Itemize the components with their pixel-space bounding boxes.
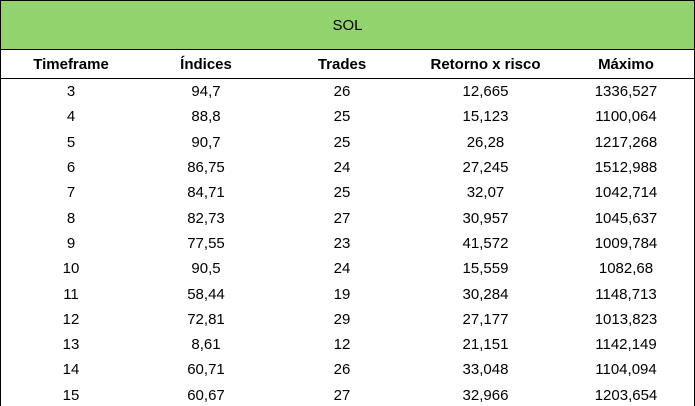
table-row: 15 60,67 27 32,966 1203,654 [1, 383, 694, 406]
cell-retorno[interactable]: 26,28 [466, 133, 505, 151]
table-row: 10 90,5 24 15,559 1082,68 [1, 256, 694, 281]
table-title: SOL [332, 16, 363, 34]
cell-retorno[interactable]: 21,151 [462, 336, 509, 354]
cell-retorno[interactable]: 15,559 [462, 260, 509, 278]
cell-maximo[interactable]: 1042,714 [594, 184, 658, 202]
cell-retorno[interactable]: 30,957 [462, 209, 509, 227]
cell-timeframe[interactable]: 5 [66, 133, 76, 151]
cell-indices[interactable]: 60,67 [187, 386, 225, 404]
cell-maximo[interactable]: 1217,268 [594, 133, 658, 151]
cell-retorno[interactable]: 41,572 [462, 234, 509, 252]
cell-retorno[interactable]: 32,07 [466, 184, 505, 202]
cell-maximo[interactable]: 1142,149 [595, 336, 657, 354]
header-row: Timeframe Índices Trades Retorno x risco… [1, 50, 694, 79]
cell-maximo[interactable]: 1203,654 [594, 386, 658, 404]
cell-trades[interactable]: 24 [333, 159, 351, 177]
cell-trades[interactable]: 25 [333, 133, 351, 151]
cell-trades[interactable]: 27 [333, 386, 351, 404]
cell-indices[interactable]: 84,71 [187, 184, 225, 202]
cell-maximo[interactable]: 1045,637 [594, 209, 658, 227]
cell-timeframe[interactable]: 11 [63, 285, 79, 303]
cell-trades[interactable]: 23 [333, 234, 351, 252]
cell-maximo[interactable]: 1512,988 [594, 159, 658, 177]
cell-trades[interactable]: 25 [333, 184, 351, 202]
cell-trades[interactable]: 12 [333, 336, 351, 354]
cell-trades[interactable]: 24 [333, 260, 351, 278]
header-timeframe[interactable]: Timeframe [1, 50, 141, 79]
table-row: 6 86,75 24 27,245 1512,988 [1, 155, 694, 180]
data-table: Timeframe Índices Trades Retorno x risco… [1, 50, 694, 406]
table-row: 5 90,7 25 26,28 1217,268 [1, 130, 694, 155]
cell-maximo[interactable]: 1082,68 [598, 260, 654, 278]
cell-indices[interactable]: 88,8 [191, 108, 221, 126]
cell-timeframe[interactable]: 14 [62, 361, 80, 379]
cell-indices[interactable]: 8,61 [191, 336, 221, 354]
cell-maximo[interactable]: 1148,713 [595, 285, 657, 303]
cell-retorno[interactable]: 27,245 [462, 159, 509, 177]
cell-indices[interactable]: 72,81 [187, 310, 225, 328]
cell-retorno[interactable]: 12,665 [462, 83, 509, 101]
table-row: 14 60,71 26 33,048 1104,094 [1, 357, 694, 382]
cell-timeframe[interactable]: 15 [62, 386, 80, 404]
table-row: 9 77,55 23 41,572 1009,784 [1, 231, 694, 256]
cell-trades[interactable]: 26 [333, 361, 351, 379]
cell-maximo[interactable]: 1336,527 [594, 83, 658, 101]
cell-maximo[interactable]: 1100,064 [595, 108, 657, 126]
cell-indices[interactable]: 77,55 [187, 234, 225, 252]
table-row: 11 58,44 19 30,284 1148,713 [1, 281, 694, 306]
cell-maximo[interactable]: 1009,784 [594, 234, 658, 252]
cell-indices[interactable]: 58,44 [187, 285, 225, 303]
header-trades[interactable]: Trades [271, 50, 413, 79]
table-row: 4 88,8 25 15,123 1100,064 [1, 104, 694, 129]
header-indices[interactable]: Índices [141, 50, 271, 79]
cell-timeframe[interactable]: 3 [66, 83, 76, 101]
cell-trades[interactable]: 26 [333, 83, 351, 101]
cell-timeframe[interactable]: 12 [62, 310, 80, 328]
cell-indices[interactable]: 86,75 [187, 159, 225, 177]
table-row: 12 72,81 29 27,177 1013,823 [1, 307, 694, 332]
cell-timeframe[interactable]: 4 [66, 108, 76, 126]
cell-timeframe[interactable]: 6 [66, 159, 76, 177]
cell-maximo[interactable]: 1104,094 [595, 361, 657, 379]
cell-retorno[interactable]: 33,048 [462, 361, 509, 379]
cell-indices[interactable]: 82,73 [187, 209, 225, 227]
cell-maximo[interactable]: 1013,823 [594, 310, 658, 328]
table-row: 8 82,73 27 30,957 1045,637 [1, 205, 694, 230]
table-row: 3 94,7 26 12,665 1336,527 [1, 79, 694, 105]
merged-title-cell[interactable]: SOL [1, 0, 694, 50]
cell-retorno[interactable]: 30,284 [462, 285, 509, 303]
cell-indices[interactable]: 90,5 [191, 260, 221, 278]
cell-timeframe[interactable]: 9 [66, 234, 76, 252]
header-retorno-x-risco[interactable]: Retorno x risco [413, 50, 558, 79]
cell-trades[interactable]: 27 [333, 209, 351, 227]
cell-trades[interactable]: 19 [333, 285, 351, 303]
cell-timeframe[interactable]: 10 [62, 260, 80, 278]
cell-trades[interactable]: 29 [333, 310, 351, 328]
cell-indices[interactable]: 94,7 [191, 83, 221, 101]
cell-timeframe[interactable]: 7 [66, 184, 76, 202]
header-maximo[interactable]: Máximo [558, 50, 694, 79]
cell-retorno[interactable]: 15,123 [462, 108, 509, 126]
cell-retorno[interactable]: 32,966 [462, 386, 509, 404]
table-row: 13 8,61 12 21,151 1142,149 [1, 332, 694, 357]
cell-timeframe[interactable]: 8 [66, 209, 76, 227]
table-row: 7 84,71 25 32,07 1042,714 [1, 180, 694, 205]
cell-indices[interactable]: 90,7 [191, 133, 221, 151]
cell-indices[interactable]: 60,71 [187, 361, 225, 379]
cell-retorno[interactable]: 27,177 [462, 310, 509, 328]
cell-timeframe[interactable]: 13 [62, 336, 80, 354]
cell-trades[interactable]: 25 [333, 108, 351, 126]
